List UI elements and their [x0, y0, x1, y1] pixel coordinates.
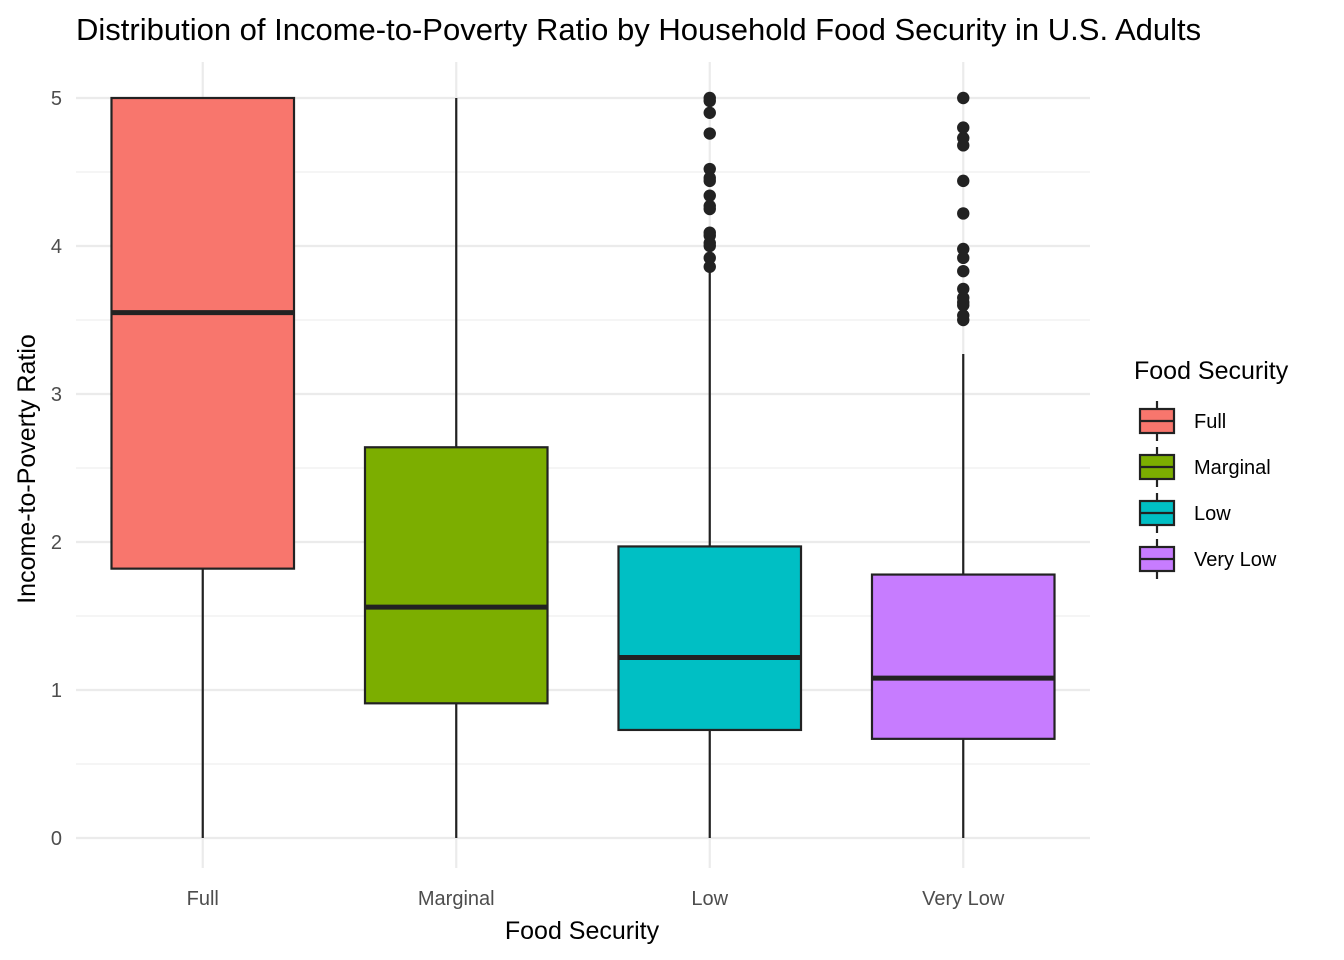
- outlier-point: [957, 131, 970, 145]
- outlier-point: [703, 162, 716, 176]
- outlier-point: [957, 264, 970, 278]
- outlier-point: [957, 282, 970, 296]
- y-tick-label: 2: [51, 532, 62, 554]
- legend-item: Full: [1138, 401, 1226, 441]
- y-tick-label: 3: [51, 384, 62, 406]
- y-tick-label: 4: [51, 236, 62, 258]
- x-axis-ticks: Full Marginal Low Very Low: [187, 888, 1005, 910]
- outlier-point: [957, 174, 970, 188]
- boxes: [110, 91, 1056, 838]
- legend-item: Low: [1138, 493, 1231, 533]
- x-tick-label: Full: [187, 888, 219, 910]
- x-tick-label: Low: [691, 888, 728, 910]
- x-axis-title: Food Security: [505, 917, 660, 945]
- box-iqr: [363, 446, 549, 705]
- outlier-point: [703, 91, 716, 105]
- outlier-point: [703, 260, 716, 273]
- legend-title: Food Security: [1134, 357, 1289, 385]
- box-group: [617, 91, 803, 838]
- outlier-point: [957, 121, 970, 134]
- legend-label: Low: [1194, 503, 1231, 525]
- x-tick-label: Very Low: [922, 888, 1005, 910]
- box-group: [870, 91, 1056, 838]
- chart-title: Distribution of Income-to-Poverty Ratio …: [76, 12, 1201, 47]
- outlier-point: [703, 127, 716, 140]
- y-tick-label: 0: [51, 828, 62, 850]
- legend-item: Marginal: [1138, 447, 1271, 487]
- y-tick-label: 5: [51, 88, 62, 110]
- outlier-point: [703, 171, 716, 185]
- box-group: [363, 98, 549, 838]
- box-iqr: [110, 96, 296, 570]
- outlier-point: [957, 309, 970, 322]
- y-tick-label: 1: [51, 680, 62, 702]
- legend-label: Marginal: [1194, 457, 1271, 479]
- legend-items: Full Marginal Low Very Low: [1138, 401, 1277, 579]
- outlier-point: [703, 199, 716, 213]
- outlier-point: [957, 291, 970, 304]
- outlier-point: [703, 189, 716, 202]
- box-iqr: [870, 573, 1056, 740]
- outlier-point: [703, 106, 716, 120]
- outlier-point: [957, 242, 970, 256]
- y-axis-title: Income-to-Poverty Ratio: [13, 334, 41, 604]
- x-tick-label: Marginal: [418, 888, 495, 910]
- outlier-point: [957, 207, 970, 220]
- outlier-point: [957, 251, 970, 265]
- box-iqr: [617, 545, 803, 732]
- outlier-point: [957, 91, 970, 105]
- legend-label: Full: [1194, 411, 1226, 433]
- outlier-point: [703, 226, 716, 239]
- box-group: [110, 96, 296, 838]
- legend-item: Very Low: [1138, 539, 1277, 579]
- legend-label: Very Low: [1194, 549, 1277, 571]
- outlier-point: [703, 251, 716, 265]
- y-axis-ticks: 0 1 2 3 4 5: [51, 88, 62, 850]
- legend: Food Security Full Marginal Low Very Low: [1134, 357, 1289, 579]
